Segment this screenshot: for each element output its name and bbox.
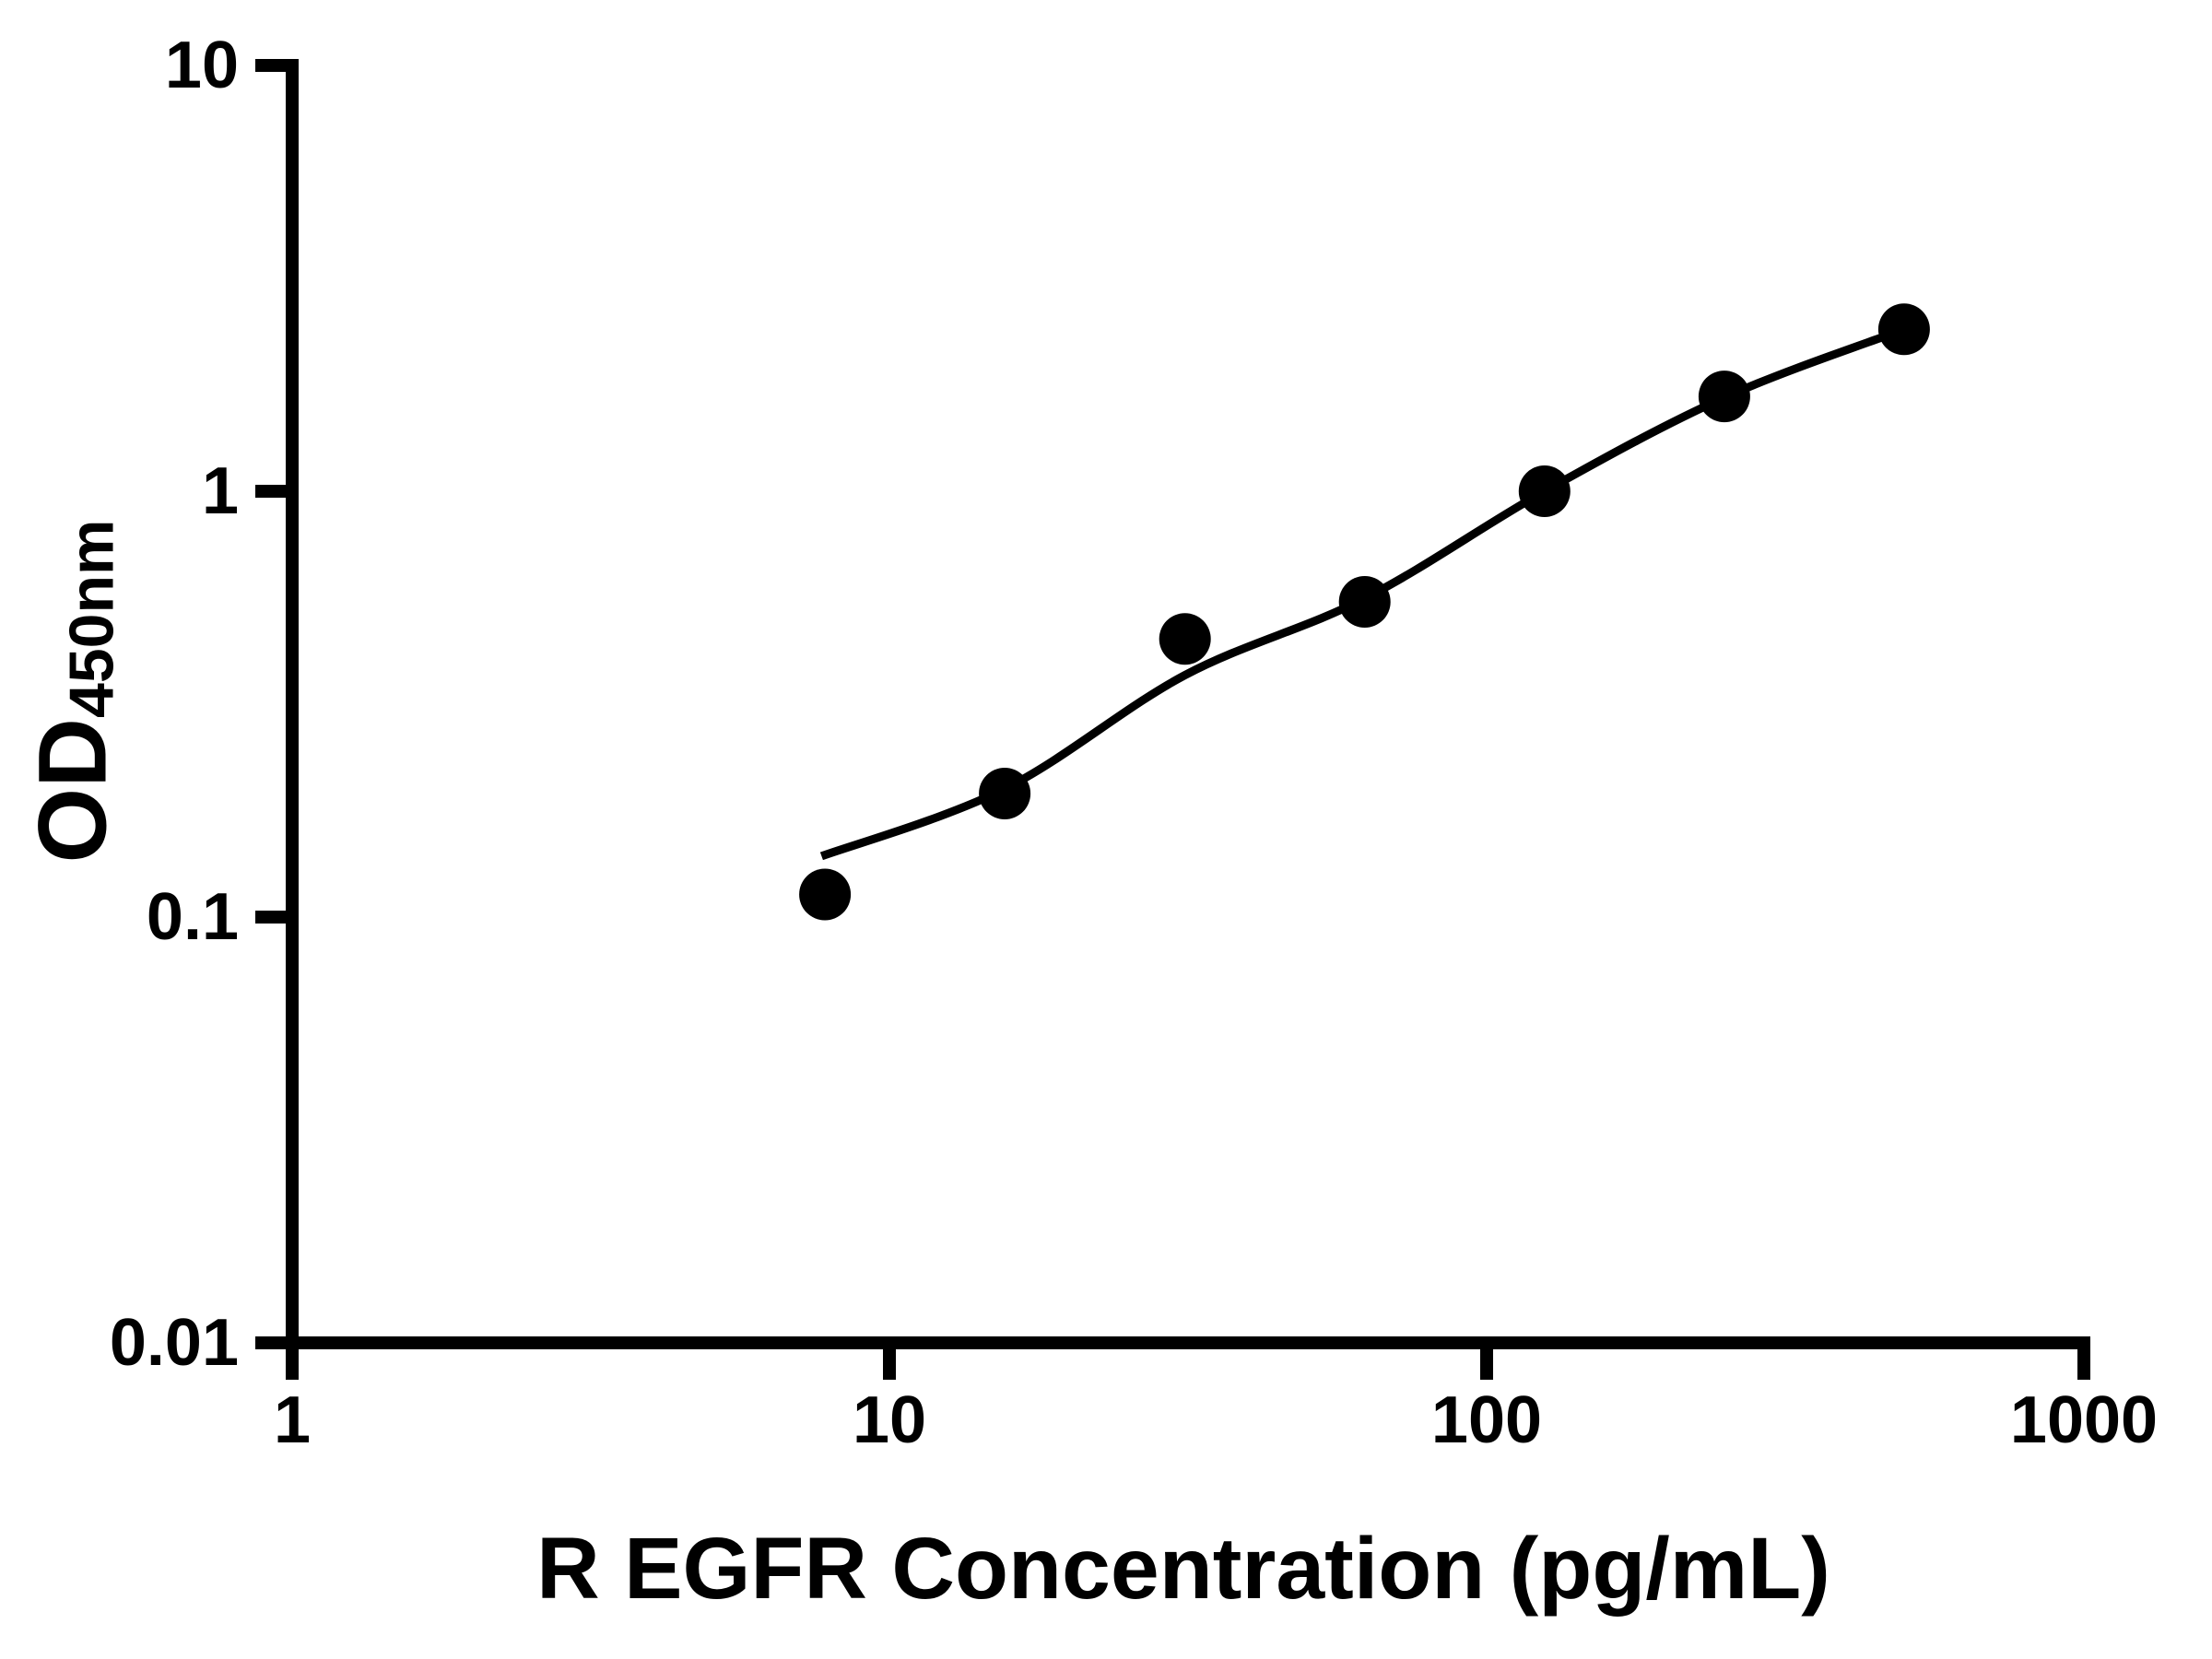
data-point bbox=[1159, 613, 1211, 665]
data-point bbox=[799, 868, 852, 921]
y-tick-label: 1 bbox=[201, 454, 239, 528]
data-points bbox=[799, 303, 1930, 921]
x-axis-title: R EGFR Concentration (pg/mL) bbox=[536, 1520, 1830, 1618]
y-tick-label: 0.01 bbox=[109, 1306, 239, 1380]
data-point bbox=[1877, 303, 1930, 356]
data-point bbox=[1518, 465, 1571, 517]
x-tick-label: 1000 bbox=[2009, 1383, 2159, 1457]
data-point bbox=[1338, 576, 1391, 628]
data-point bbox=[979, 768, 1031, 819]
y-axis-title-main: OD bbox=[18, 717, 127, 864]
x-tick-label: 10 bbox=[852, 1383, 927, 1457]
y-axis-title-subscript: 450nm bbox=[56, 519, 127, 718]
y-axis-title: OD450nm bbox=[18, 520, 126, 864]
y-tick-label: 10 bbox=[164, 29, 239, 102]
x-tick-label: 100 bbox=[1430, 1383, 1543, 1457]
axis-ticks bbox=[255, 59, 2090, 1380]
x-tick-label: 1 bbox=[273, 1383, 312, 1457]
axis-lines bbox=[286, 59, 2090, 1349]
y-tick-label: 0.1 bbox=[146, 880, 239, 954]
data-point bbox=[1698, 371, 1750, 423]
